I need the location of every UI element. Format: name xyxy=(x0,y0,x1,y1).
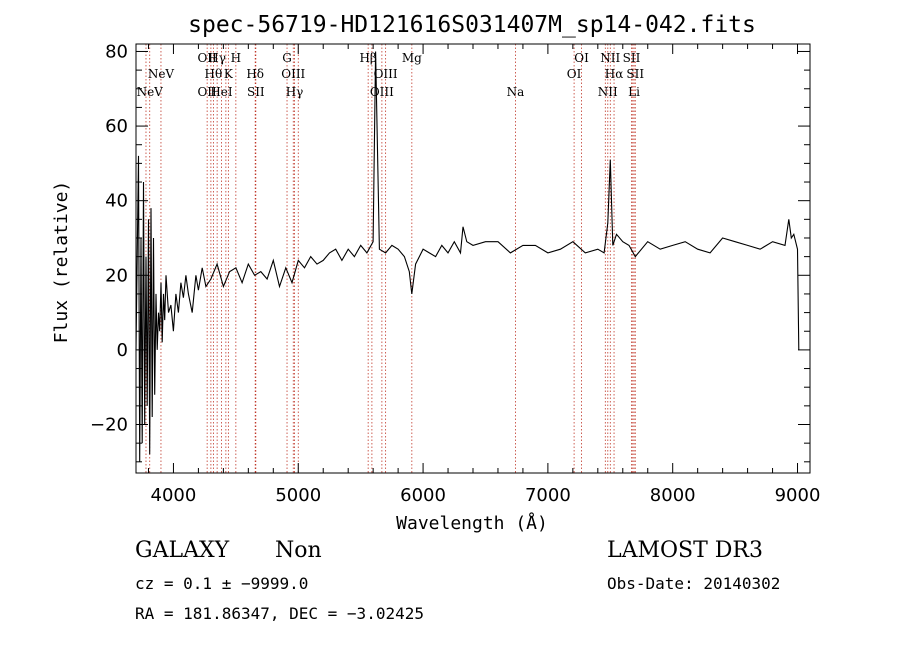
y-tick-label: 60 xyxy=(105,116,128,137)
y-tick-label: −20 xyxy=(90,415,128,436)
line-label: OIII xyxy=(370,85,394,99)
y-tick-label: 40 xyxy=(105,191,128,212)
chart-title: spec-56719-HD121616S031407M_sp14-042.fit… xyxy=(188,12,756,38)
line-label: H xyxy=(231,51,241,65)
y-tick-label: 80 xyxy=(105,41,128,62)
x-axis-label: Wavelength (Å) xyxy=(396,512,548,534)
line-label: K xyxy=(224,67,234,81)
line-label: SII xyxy=(626,67,644,81)
line-label: SII xyxy=(247,85,265,99)
line-label: Hθ xyxy=(205,67,223,81)
y-tick-label: 0 xyxy=(117,340,128,361)
spectrum-line xyxy=(135,51,800,462)
line-label: NeV xyxy=(148,67,175,81)
line-label: Hγ xyxy=(208,51,226,65)
plot-frame xyxy=(135,43,811,474)
line-label: OI xyxy=(567,67,582,81)
line-label: G xyxy=(282,51,292,65)
line-label: OI xyxy=(574,51,589,65)
x-axis-ticks: 4000 5000 6000 7000 8000 9000 xyxy=(147,44,821,506)
survey-name: LAMOST DR3 xyxy=(607,538,763,563)
reference-lines xyxy=(145,44,636,473)
line-label: Na xyxy=(507,85,525,99)
x-tick-label: 9000 xyxy=(775,485,821,506)
line-label: Hδ xyxy=(246,67,264,81)
line-label: OII xyxy=(197,85,217,99)
x-tick-label: 5000 xyxy=(275,485,321,506)
y-axis-label: Flux (relative) xyxy=(51,181,72,344)
object-subclass: Non xyxy=(275,538,322,563)
x-tick-label: 6000 xyxy=(400,485,446,506)
line-label: Hβ xyxy=(359,51,376,65)
line-label: OII xyxy=(197,51,217,65)
line-label: Hα xyxy=(605,67,624,81)
x-tick-label: 7000 xyxy=(525,485,571,506)
redshift-readout: cz = 0.1 ± −9999.0 xyxy=(135,574,309,593)
line-label: Mg xyxy=(402,51,422,65)
line-label: OIII xyxy=(281,67,305,81)
line-label: Hγ xyxy=(286,85,304,99)
line-label: HeI xyxy=(210,85,233,99)
line-label: NII xyxy=(600,51,620,65)
y-tick-label: 20 xyxy=(105,265,128,286)
line-label: Li xyxy=(628,85,640,99)
x-tick-label: 8000 xyxy=(650,485,696,506)
observation-date: Obs-Date: 20140302 xyxy=(607,574,781,593)
line-label: NII xyxy=(598,85,618,99)
ra-dec-readout: RA = 181.86347, DEC = −3.02425 xyxy=(135,604,424,623)
x-tick-label: 4000 xyxy=(151,485,197,506)
line-label: SII xyxy=(623,51,641,65)
object-class: GALAXY xyxy=(135,538,230,563)
y-axis-ticks: −20 0 20 40 60 80 xyxy=(90,41,810,463)
line-label: OIII xyxy=(374,67,398,81)
line-label: NeV xyxy=(137,85,164,99)
